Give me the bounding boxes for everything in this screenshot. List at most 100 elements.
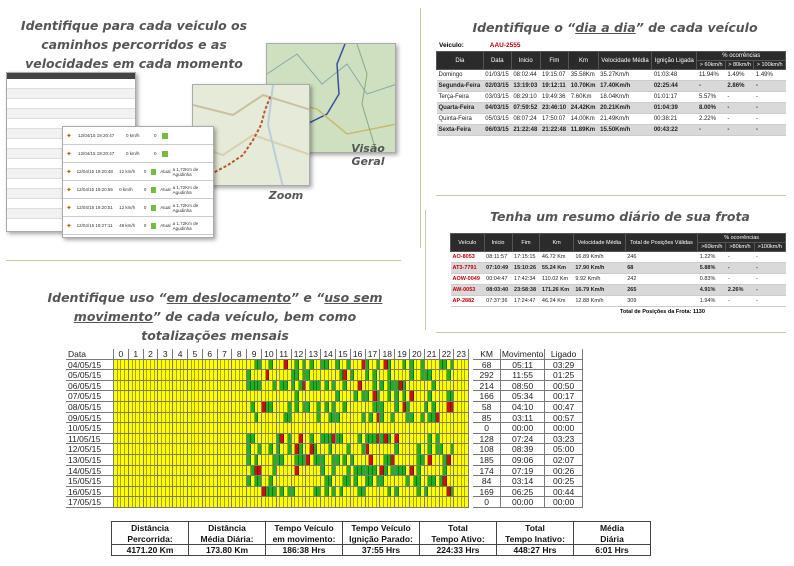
grid-sub-cell [350, 433, 355, 444]
fleet-table-row: AW-0053 08:03:40 23:58:38 171.26 Km 16.79 Km… [450, 284, 786, 296]
grid-sub-cell [417, 433, 422, 444]
route-list-item[interactable]: ✦ 12/04/15 19:20:48 12 km/h 0 Atual a 1,72Km … [63, 163, 213, 181]
grid-hour-cell [321, 497, 336, 508]
grid-sub-cell [151, 423, 155, 433]
grid-row-date: 11/05/15 [66, 433, 114, 445]
grid-sub-cell [406, 454, 409, 465]
grid-sub-cell [343, 444, 348, 454]
fleet-table-row: AOW-0049 00:04:47 17:42:34 110.02 Km 9.92 Km… [450, 273, 786, 285]
vehicle-table-cell: 19:12:11 [540, 80, 569, 92]
grid-sub-cell [465, 433, 469, 444]
route-list-item[interactable]: ✦ 12/04/15 19:20:47 0 km/h 0 [63, 145, 213, 163]
grid-sub-cell [247, 465, 251, 476]
grid-sub-cell [151, 380, 155, 391]
grid-row-movimento: 08:50 [501, 380, 546, 392]
grid-sub-cell [276, 423, 281, 433]
grid-sub-cell [143, 423, 148, 433]
grid-sub-cell [372, 465, 377, 476]
grid-sub-cell [361, 391, 365, 401]
grid-sub-cell [432, 359, 436, 370]
grid-sub-cell [165, 465, 170, 476]
grid-hour-cell [261, 391, 277, 402]
grid-sub-cell [195, 380, 200, 391]
grid-sub-cell [339, 412, 344, 423]
grid-sub-cell [446, 444, 451, 454]
grid-hour-cell [217, 465, 233, 477]
fleet-vehicle-plate[interactable]: AT3-7791 [450, 262, 485, 274]
grid-hour-cell [365, 433, 381, 445]
grid-sub-cell [361, 476, 365, 486]
grid-sub-cell [239, 412, 244, 423]
grid-sub-cell [202, 412, 207, 423]
grid-row-ligado: 00:17 [545, 391, 584, 402]
grid-hour-cell [158, 359, 174, 371]
grid-sub-cell [432, 423, 436, 433]
grid-sub-cell [361, 412, 365, 423]
grid-sub-cell [165, 423, 170, 433]
grid-sub-cell [324, 465, 329, 476]
grid-sub-cell [395, 476, 399, 486]
route-list-back-row [7, 99, 135, 109]
grid-sub-cell [358, 370, 362, 380]
grid-sub-cell [446, 433, 451, 444]
grid-sub-cell [424, 444, 429, 454]
grid-sub-cell [432, 465, 436, 476]
grid-hour-cell [276, 359, 292, 371]
grid-hour-cell [321, 380, 336, 392]
grid-sub-cell [361, 497, 365, 507]
grid-hour-cell [439, 370, 455, 381]
fleet-vehicle-plate[interactable]: AOW-0049 [450, 273, 485, 285]
grid-sub-cell [269, 497, 274, 507]
grid-hour-cell [350, 391, 366, 402]
grid-header-hour: 6 [202, 349, 218, 360]
fleet-table-cell: - [754, 295, 786, 307]
grid-sub-cell [328, 454, 333, 465]
grid-sub-cell [347, 476, 350, 486]
vehicle-table-cell: - [753, 91, 786, 103]
vehicle-table-subheader: > 60km/h [696, 60, 726, 70]
grid-hour-cell [380, 401, 396, 413]
total-box: Distância Percorrida: 4171.20 Km [111, 521, 189, 556]
fleet-table-cell: 07:10:49 [484, 262, 513, 274]
grid-sub-cell [450, 454, 454, 465]
grid-hour-cell [321, 433, 336, 445]
grid-hour-cell [291, 476, 307, 487]
vehicle-table-cell: - [725, 102, 754, 114]
grid-sub-cell [199, 380, 202, 391]
grid-sub-cell [221, 391, 225, 401]
grid-hour-cell [232, 486, 248, 498]
grid-sub-cell [450, 497, 454, 507]
grid-header-hour: 14 [321, 349, 336, 360]
route-list-item[interactable]: ✦ 12/04/15 19:20:51 12 km/h 0 Atual a 1,72Km … [63, 199, 213, 217]
vehicle-table-header: % ocorrências [696, 51, 786, 61]
fleet-vehicle-plate[interactable]: AP-2882 [450, 295, 485, 307]
grid-hour-cell [114, 465, 129, 477]
route-list-item[interactable]: ✦ 12/04/15 19:20:47 0 km/h 0 [63, 127, 213, 145]
grid-hour-cell [232, 444, 248, 455]
grid-sub-cell [406, 401, 409, 412]
grid-sub-cell [324, 401, 329, 412]
fleet-table-cell: 5.88% [697, 262, 726, 274]
fleet-vehicle-plate[interactable]: AW-0053 [450, 284, 485, 296]
grid-sub-cell [302, 380, 306, 391]
grid-sub-cell [384, 497, 388, 507]
grid-hour-cell [335, 359, 351, 371]
fleet-table-cell: 15:10:26 [512, 262, 540, 274]
grid-sub-cell [302, 359, 306, 370]
route-list-item[interactable]: ✦ 12/04/15 19:20:55 0 km/h 0 Atual a 1,72Km d… [63, 181, 213, 199]
grid-sub-cell [213, 359, 217, 370]
grid-sub-cell [210, 433, 214, 444]
fleet-vehicle-plate[interactable]: AO-8053 [450, 251, 485, 263]
grid-sub-cell [180, 401, 185, 412]
grid-sub-cell [176, 370, 181, 380]
grid-sub-cell [369, 476, 373, 486]
grid-sub-cell [446, 359, 451, 370]
grid-hour-cell [424, 370, 440, 381]
grid-sub-cell [143, 412, 148, 423]
route-list-item[interactable]: ✦ 12/04/15 19:27:11 48 km/h 0 Atual a 1,72Km … [63, 217, 213, 235]
grid-sub-cell [417, 359, 422, 370]
grid-sub-cell [458, 476, 462, 486]
grid-sub-cell [195, 391, 200, 401]
grid-sub-cell [158, 444, 163, 454]
grid-sub-cell [424, 486, 429, 497]
